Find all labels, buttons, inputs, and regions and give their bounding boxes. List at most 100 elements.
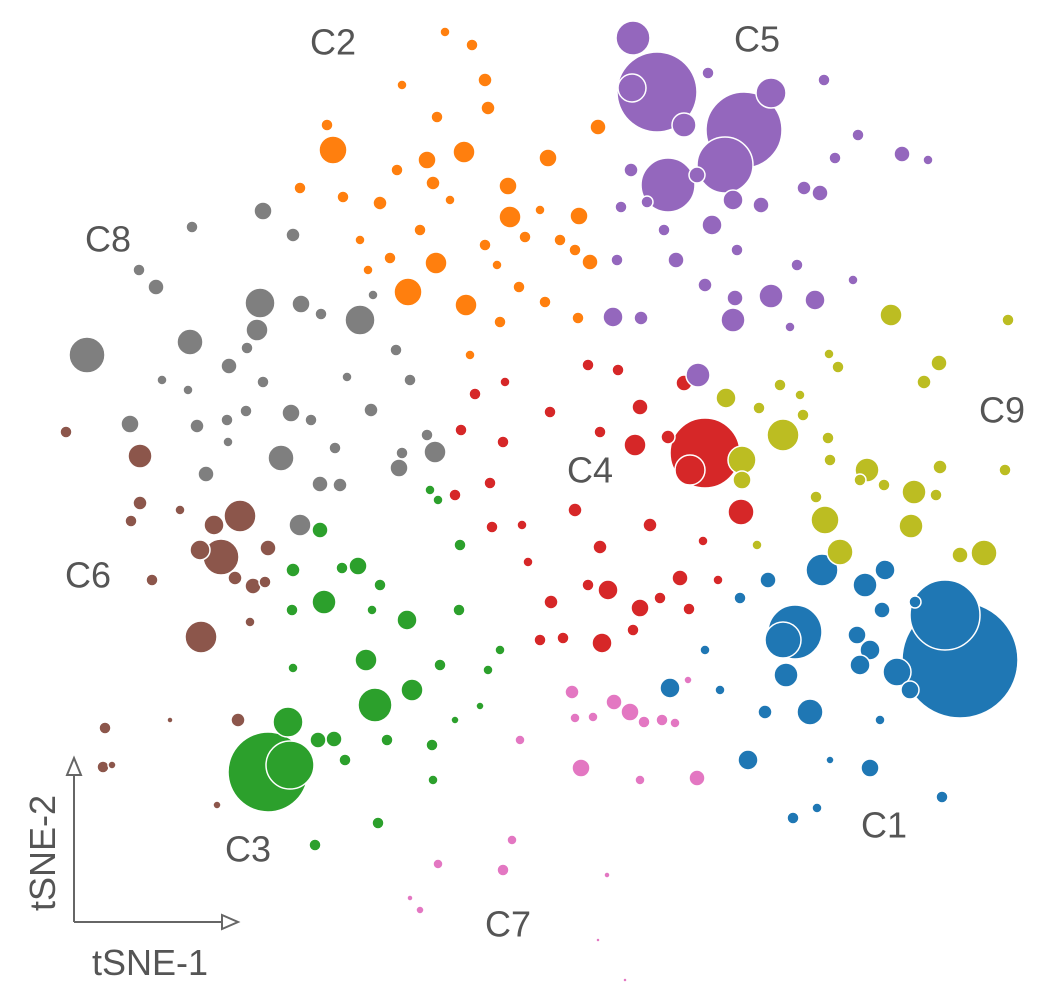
- bubble: [581, 253, 599, 271]
- bubble: [591, 632, 613, 654]
- bubble: [380, 733, 394, 747]
- bubble: [597, 579, 619, 601]
- bubble: [366, 604, 378, 616]
- bubble: [823, 348, 835, 360]
- bubble: [900, 680, 920, 700]
- bubble: [879, 303, 903, 327]
- bubble: [553, 233, 567, 247]
- bubble: [485, 520, 499, 534]
- bubble: [308, 838, 322, 852]
- bubble: [534, 204, 546, 216]
- bubble: [683, 675, 693, 685]
- bubble: [430, 110, 444, 124]
- x-axis-label: tSNE-1: [92, 942, 208, 983]
- bubble: [464, 349, 476, 361]
- bubble: [478, 238, 492, 252]
- bubble: [622, 977, 628, 983]
- bubble: [660, 429, 676, 445]
- bubble: [344, 304, 376, 336]
- cluster-label: C3: [225, 829, 271, 870]
- bubble: [805, 553, 839, 587]
- bubble: [314, 307, 328, 321]
- bubble: [400, 678, 424, 702]
- bubble: [893, 145, 911, 163]
- bubble: [538, 295, 552, 309]
- bubble: [332, 477, 348, 493]
- bubble: [371, 816, 385, 830]
- bubble: [222, 436, 234, 448]
- bubble: [406, 894, 414, 902]
- y-arrowhead: [65, 755, 83, 776]
- bubble: [811, 802, 823, 814]
- bubble: [730, 243, 744, 257]
- bubble: [240, 341, 254, 355]
- bubble: [615, 20, 651, 56]
- bubble: [498, 205, 522, 229]
- bubble: [244, 287, 276, 319]
- bubble: [640, 157, 696, 213]
- bubble: [452, 140, 476, 164]
- bubble: [477, 72, 493, 88]
- bubble: [244, 616, 256, 628]
- bubble: [325, 730, 343, 748]
- bubble: [514, 734, 526, 746]
- bubble: [849, 654, 871, 676]
- bubble: [714, 684, 726, 696]
- bubble: [522, 556, 534, 568]
- bubble: [285, 227, 301, 243]
- bubble: [354, 648, 378, 672]
- bubble: [107, 760, 117, 770]
- bubble: [556, 631, 570, 645]
- cluster-label: C5: [734, 19, 780, 60]
- bubble: [309, 731, 327, 749]
- bubble: [424, 484, 436, 496]
- bubble: [389, 343, 403, 357]
- bubble: [796, 698, 824, 726]
- bubble: [671, 569, 689, 587]
- bubble: [701, 66, 715, 80]
- bubble: [790, 258, 804, 272]
- bubble: [796, 408, 810, 422]
- bubble: [396, 609, 418, 631]
- bubble: [809, 490, 823, 504]
- bubble: [189, 418, 205, 434]
- bubble: [239, 404, 253, 418]
- bubble: [587, 711, 599, 723]
- bubble: [189, 539, 211, 561]
- bubble: [909, 579, 981, 651]
- bubble: [568, 243, 582, 257]
- bubble: [491, 259, 503, 271]
- bubble: [758, 283, 784, 309]
- bubble: [653, 591, 667, 605]
- bubble: [773, 378, 787, 392]
- axis-arrows: [65, 755, 241, 931]
- bubble: [773, 662, 799, 688]
- bubble: [602, 306, 624, 328]
- bubble: [185, 220, 199, 234]
- bubble: [493, 315, 507, 329]
- bubble: [831, 360, 845, 374]
- bubble: [764, 621, 802, 659]
- bubble: [59, 425, 73, 439]
- bubble: [363, 402, 379, 418]
- bubble: [935, 790, 949, 804]
- bubble: [372, 195, 388, 211]
- bubble: [784, 321, 796, 333]
- bubble: [245, 318, 269, 342]
- bubble: [480, 100, 496, 116]
- bubble: [733, 591, 747, 605]
- bubble: [341, 371, 353, 383]
- bubble: [605, 693, 623, 711]
- bubble: [212, 800, 222, 810]
- bubble: [147, 278, 165, 296]
- bubble: [847, 625, 867, 645]
- bubble: [727, 445, 757, 475]
- bubble: [145, 573, 159, 587]
- bubble: [259, 539, 277, 557]
- bubble: [712, 574, 724, 586]
- bubble: [395, 446, 409, 460]
- bubble: [427, 774, 439, 786]
- bubble: [390, 163, 404, 177]
- bubble: [482, 664, 494, 676]
- bubble: [311, 589, 337, 615]
